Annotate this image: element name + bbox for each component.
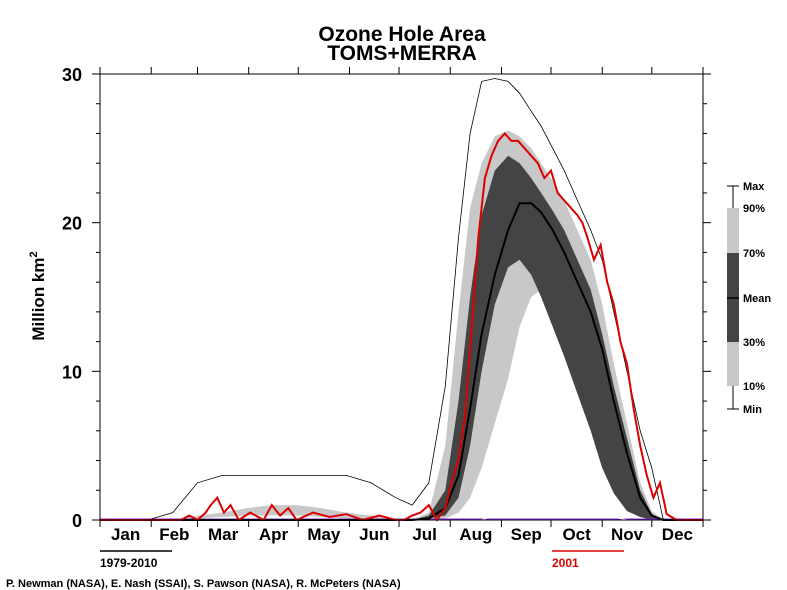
month-label: Apr — [259, 525, 289, 544]
month-label: Jun — [359, 525, 389, 544]
percentile-bands — [100, 130, 703, 521]
percentile-key: Max 90% 70% Mean 30% 10% Min — [727, 181, 771, 416]
y-axis-label-superscript: 2 — [28, 251, 40, 257]
key-label: 70% — [743, 248, 765, 260]
chart-title: Ozone Hole Area — [318, 23, 486, 46]
y-axis-label: Million km2 — [28, 251, 48, 340]
month-label: Oct — [562, 525, 591, 544]
month-label: Jan — [111, 525, 140, 544]
key-label: Min — [743, 404, 762, 416]
y-axis-label-group: Million km2 — [28, 251, 48, 340]
axes — [92, 67, 711, 527]
month-labels: Jan Feb Mar Apr May Jun Jul Aug Sep Oct Nov Dec — [111, 525, 693, 544]
y-tick-label: 10 — [62, 362, 82, 382]
y-axis-label-text: Million km — [29, 258, 48, 341]
key-label: 30% — [743, 337, 765, 349]
band-30-70 — [100, 155, 703, 521]
chart-subtitle: TOMS+MERRA — [327, 42, 477, 65]
y-tick-label: 20 — [62, 214, 82, 234]
plot-frame — [99, 73, 704, 521]
month-label: Mar — [208, 525, 239, 544]
y-tick-label: 30 — [62, 65, 82, 85]
series-line-2001 — [100, 132, 703, 522]
month-label: Nov — [611, 525, 644, 544]
key-label: 90% — [743, 203, 765, 215]
month-label: Feb — [159, 525, 189, 544]
month-label: Dec — [662, 525, 693, 544]
key-label: 10% — [743, 381, 765, 393]
highlight-year-label: 2001 — [552, 556, 579, 570]
credit-line: P. Newman (NASA), E. Nash (SSAI), S. Paw… — [6, 578, 401, 590]
month-label: May — [307, 525, 341, 544]
key-label: Mean — [743, 293, 771, 305]
y-tick-labels: 0 10 20 30 — [62, 65, 82, 531]
climatology-period-label: 1979-2010 — [100, 556, 158, 570]
key-label: Max — [743, 181, 765, 193]
month-label: Jul — [412, 525, 437, 544]
month-label: Aug — [459, 525, 492, 544]
y-tick-label: 0 — [72, 511, 82, 531]
month-label: Sep — [511, 525, 542, 544]
